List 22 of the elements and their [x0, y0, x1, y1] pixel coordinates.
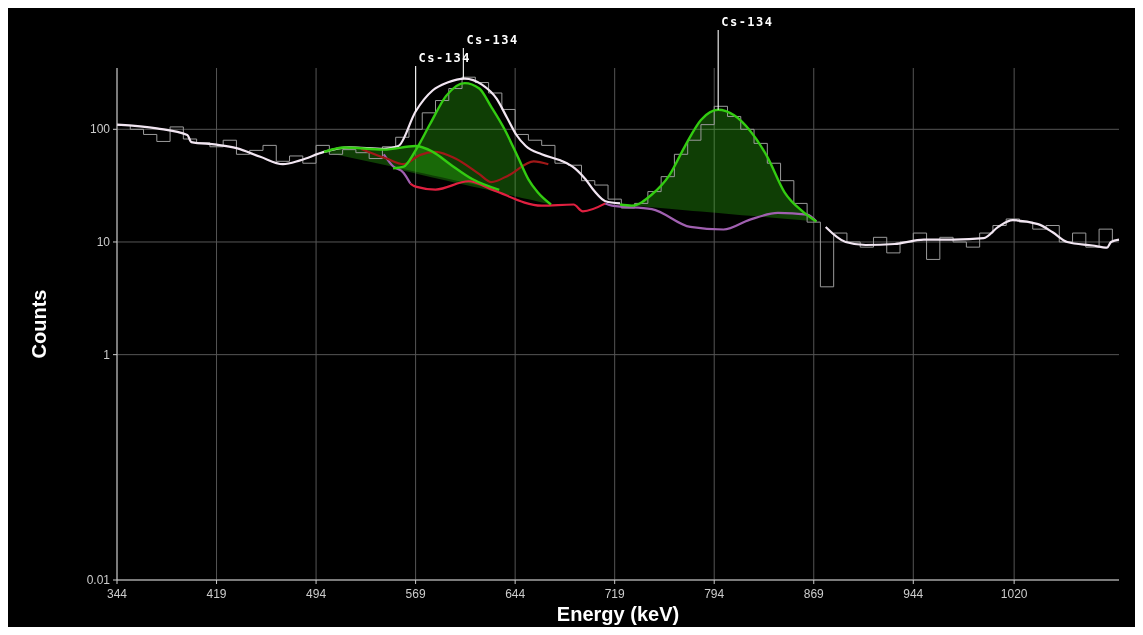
x-tick-label: 944: [903, 587, 924, 601]
line-series: [604, 202, 818, 231]
x-tick-label: 794: [704, 587, 725, 601]
x-tick-label: 644: [505, 587, 526, 601]
x-tick-label: 569: [405, 587, 426, 601]
y-tick-label: 0.01: [86, 573, 111, 587]
y-tick-label: 100: [89, 122, 111, 137]
x-tick-label: 1020: [1000, 587, 1028, 601]
line-series: [382, 153, 412, 185]
ref-line-label: Cs-134: [466, 33, 519, 47]
ref-line-label: Cs-134: [721, 15, 774, 29]
y-tick-label: 1: [103, 347, 111, 362]
x-tick-label: 419: [206, 587, 227, 601]
x-tick-label: 494: [306, 587, 327, 601]
line-series: [409, 180, 607, 213]
x-axis-title: Energy (keV): [556, 603, 680, 625]
x-tick-label: 719: [604, 587, 626, 601]
y-tick-label: 10: [96, 234, 111, 249]
line-series: [360, 147, 550, 184]
x-tick-label: 344: [106, 587, 128, 601]
x-tick-label: 869: [803, 587, 825, 601]
y-axis-title: Counts: [28, 289, 50, 359]
